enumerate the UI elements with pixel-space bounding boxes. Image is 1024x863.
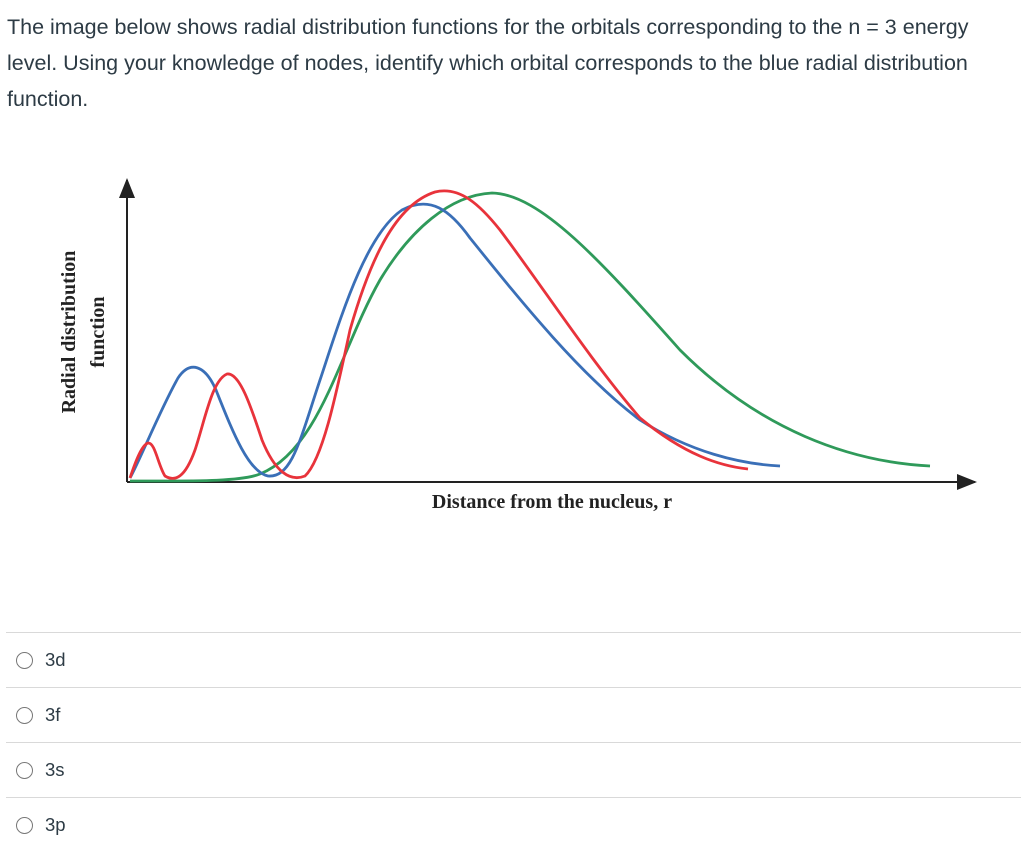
radial-distribution-plot: Radial distribution function Distance fr…: [58, 178, 977, 513]
answer-label[interactable]: 3s: [45, 759, 65, 780]
x-axis-label: Distance from the nucleus, r: [432, 491, 672, 513]
question-text: The image below shows radial distributio…: [7, 15, 969, 111]
answer-option[interactable]: 3p: [6, 797, 1021, 852]
radio-button-icon[interactable]: [16, 761, 33, 779]
blue-curve: [128, 202, 781, 479]
y-axis-label-line2: function: [87, 296, 109, 367]
answer-options: 3d 3f 3s 3p: [6, 632, 1021, 852]
radio-button-icon[interactable]: [16, 651, 33, 669]
radio-button-icon[interactable]: [16, 706, 33, 724]
answer-label[interactable]: 3f: [45, 704, 61, 725]
answer-option[interactable]: 3s: [6, 742, 1021, 797]
red-curve: [128, 189, 749, 480]
radial-distribution-figure: Radial distribution function Distance fr…: [0, 160, 1024, 530]
answer-label[interactable]: 3p: [45, 814, 66, 835]
y-axis-label-line1: Radial distribution: [58, 251, 80, 414]
radio-button-icon[interactable]: [16, 816, 33, 834]
answer-option[interactable]: 3f: [6, 687, 1021, 742]
answer-label[interactable]: 3d: [45, 649, 66, 670]
green-curve: [129, 191, 931, 483]
answer-option[interactable]: 3d: [6, 632, 1021, 687]
